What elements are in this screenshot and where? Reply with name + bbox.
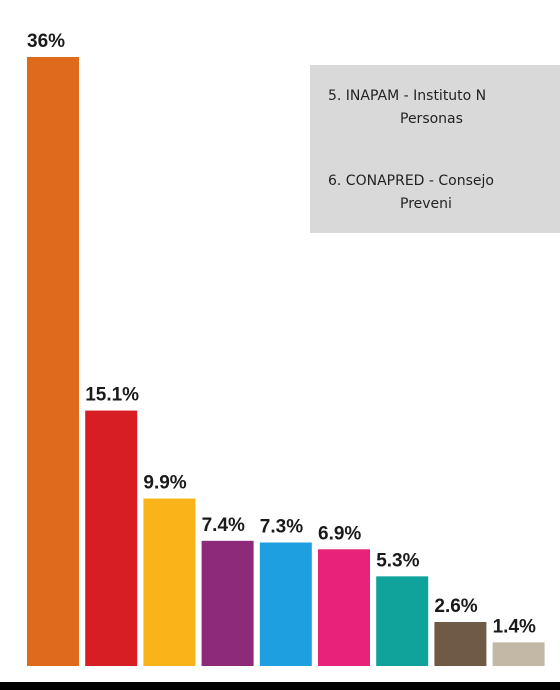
value-label: 7.3% <box>260 517 303 538</box>
note-text: 6. CONAPRED - Consejo <box>328 173 494 189</box>
bar <box>376 576 429 666</box>
value-label: 2.6% <box>434 596 477 617</box>
value-label: 7.4% <box>202 515 245 536</box>
note-box <box>310 65 560 233</box>
baseline-bar <box>0 682 560 690</box>
value-label: 36% <box>27 31 65 52</box>
bar <box>143 498 196 666</box>
bar <box>434 622 487 666</box>
bar <box>492 642 545 666</box>
value-label: 5.3% <box>376 550 419 571</box>
bar <box>259 542 312 666</box>
value-label: 1.4% <box>493 616 536 637</box>
note-text: 5. INAPAM - Instituto N <box>328 88 486 104</box>
bar <box>318 549 370 666</box>
note-text: Personas <box>400 111 463 127</box>
bar <box>85 410 138 666</box>
bar <box>201 540 254 666</box>
bar <box>27 57 79 666</box>
value-label: 15.1% <box>85 385 139 406</box>
note-text: Preveni <box>400 196 452 212</box>
value-label: 6.9% <box>318 523 361 544</box>
value-label: 9.9% <box>143 473 186 494</box>
